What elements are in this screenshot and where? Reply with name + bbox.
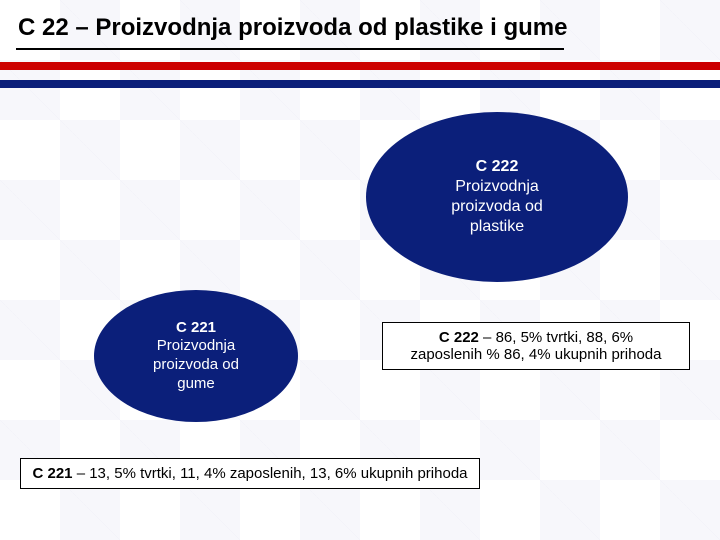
ellipse-c222: C 222 Proizvodnja proizvoda od plastike	[366, 112, 628, 282]
ellipse-c221-line3: gume	[177, 375, 215, 394]
stats-c221-line1-rest: – 13, 5% tvrtki, 11, 4% zaposlenih, 13, …	[73, 465, 468, 482]
ellipse-c222-line3: plastike	[470, 217, 524, 237]
ellipse-c222-line2: proizvoda od	[451, 197, 543, 217]
title-underline	[16, 48, 564, 50]
slide: C 22 – Proizvodnja proizvoda od plastike…	[0, 0, 720, 540]
ellipse-c221-line2: proizvoda od	[153, 356, 239, 375]
accent-bar-red	[0, 62, 720, 70]
stats-c222-code: C 222	[439, 329, 479, 346]
ellipse-c222-line1: Proizvodnja	[455, 177, 539, 197]
ellipse-c222-code: C 222	[476, 157, 519, 177]
stats-c222-line2: zaposlenih % 86, 4% ukupnih prihoda	[393, 346, 679, 363]
slide-title: C 22 – Proizvodnja proizvoda od plastike…	[18, 14, 567, 42]
ellipse-c221: C 221 Proizvodnja proizvoda od gume	[94, 290, 298, 422]
stats-c222-line1: C 222 – 86, 5% tvrtki, 88, 6%	[393, 329, 679, 346]
stats-box-c222: C 222 – 86, 5% tvrtki, 88, 6% zaposlenih…	[382, 322, 690, 370]
ellipse-c221-line1: Proizvodnja	[157, 337, 235, 356]
accent-bar-blue	[0, 80, 720, 88]
stats-box-c221: C 221 – 13, 5% tvrtki, 11, 4% zaposlenih…	[20, 458, 480, 489]
stats-c222-line1-rest: – 86, 5% tvrtki, 88, 6%	[479, 329, 633, 346]
ellipse-c221-code: C 221	[176, 319, 216, 338]
stats-c221-code: C 221	[33, 465, 73, 482]
